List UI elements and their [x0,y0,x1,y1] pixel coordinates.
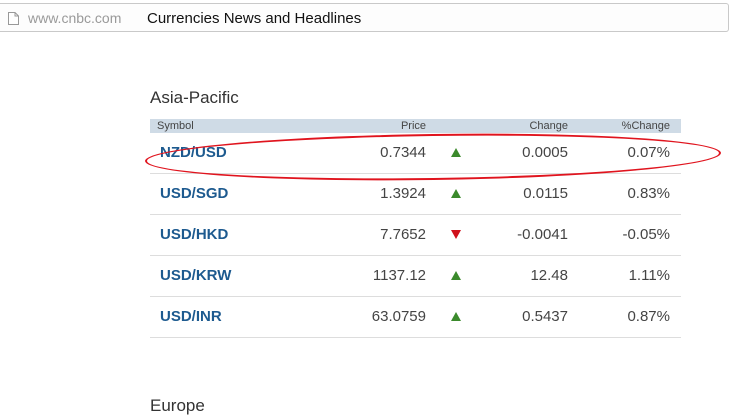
table-row: USD/INR 63.0759 0.5437 0.87% [150,297,681,338]
column-header-pct-change: %Change [621,120,670,132]
change-cell: 0.0115 [523,185,568,202]
triangle-up-icon [451,312,461,321]
table-header: Symbol Price Change %Change [150,119,681,133]
section-title-asia-pacific: Asia-Pacific [150,88,239,107]
browser-title-bar: www.cnbc.com Currencies News and Headlin… [0,0,736,36]
table-row: USD/SGD 1.3924 0.0115 0.83% [150,174,681,215]
column-header-symbol: Symbol [157,120,194,132]
price-cell: 1.3924 [380,185,426,202]
column-header-change: Change [529,120,568,132]
table-row: NZD/USD 0.7344 0.0005 0.07% [150,133,681,174]
pct-change-cell: 0.07% [627,144,670,161]
symbol-link[interactable]: USD/SGD [160,185,229,202]
pct-change-cell: -0.05% [622,226,670,243]
price-cell: 63.0759 [371,308,426,325]
pct-change-cell: 0.83% [627,185,670,202]
triangle-down-icon [451,230,461,239]
triangle-up-icon [451,189,461,198]
table-row: USD/HKD 7.7652 -0.0041 -0.05% [150,215,681,256]
price-cell: 1137.12 [372,267,426,284]
price-cell: 7.7652 [380,226,426,243]
price-cell: 0.7344 [380,144,426,161]
symbol-link[interactable]: USD/INR [160,308,222,325]
pct-change-cell: 1.11% [628,267,670,284]
change-cell: 0.5437 [522,308,568,325]
symbol-link[interactable]: NZD/USD [160,144,227,161]
change-cell: 0.0005 [522,144,568,161]
triangle-up-icon [451,271,461,280]
change-cell: 12.48 [530,267,568,284]
page-icon [8,12,19,25]
pct-change-cell: 0.87% [627,308,670,325]
address-bar[interactable]: www.cnbc.com Currencies News and Headlin… [0,3,729,32]
currency-table: Symbol Price Change %Change NZD/USD 0.73… [150,119,681,338]
section-title-europe: Europe [150,396,205,415]
page-title: Currencies News and Headlines [147,10,362,27]
change-cell: -0.0041 [517,226,568,243]
triangle-up-icon [451,148,461,157]
url-text: www.cnbc.com [28,10,122,26]
symbol-link[interactable]: USD/HKD [160,226,229,243]
table-row: USD/KRW 1137.12 12.48 1.11% [150,256,681,297]
symbol-link[interactable]: USD/KRW [160,267,232,284]
column-header-price: Price [400,120,426,132]
